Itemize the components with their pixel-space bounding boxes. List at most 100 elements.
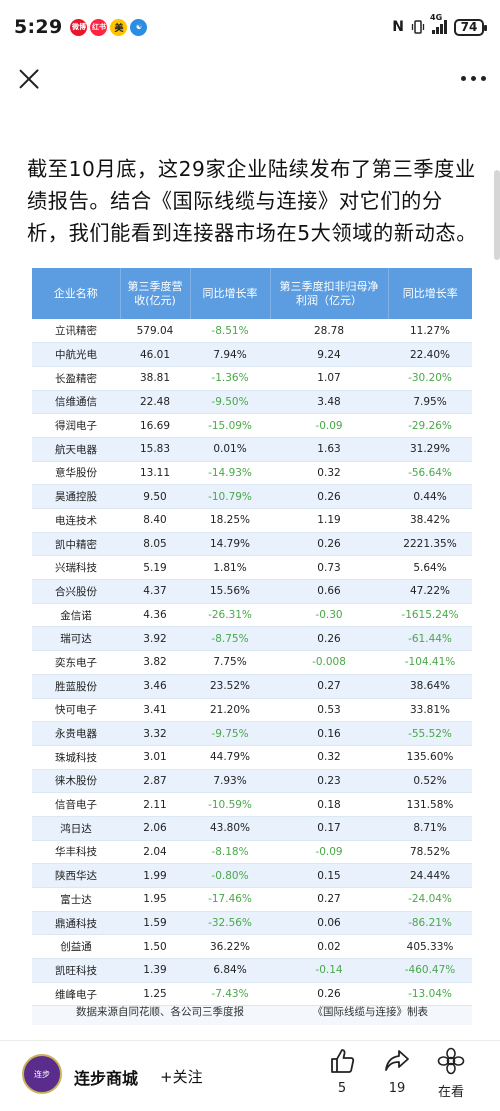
cell-net-profit: -0.09 bbox=[270, 840, 388, 865]
cell-revenue-growth: -10.79% bbox=[190, 484, 270, 509]
cell-revenue-growth: 1.81% bbox=[190, 555, 270, 581]
close-icon[interactable] bbox=[14, 64, 44, 94]
cell-revenue-growth: 7.94% bbox=[190, 342, 270, 367]
signal-icon: 4G bbox=[430, 13, 447, 34]
scroll-indicator[interactable] bbox=[494, 170, 500, 260]
cell-net-profit: 9.24 bbox=[270, 342, 388, 367]
cell-company: 陕西华达 bbox=[32, 863, 120, 888]
cell-net-profit: 0.32 bbox=[270, 745, 388, 770]
follow-button[interactable]: +关注 bbox=[160, 1068, 203, 1086]
cell-revenue-growth: -9.50% bbox=[190, 390, 270, 415]
cell-profit-growth: 33.81% bbox=[388, 698, 472, 723]
table-row: 奕东电子 3.82 7.75% -0.008 -104.41% bbox=[32, 650, 472, 675]
cell-profit-growth: -104.41% bbox=[388, 650, 472, 675]
cell-revenue: 2.87 bbox=[120, 769, 190, 794]
header-revenue-growth: 同比增长率 bbox=[190, 268, 271, 319]
cell-revenue-growth: 15.56% bbox=[190, 579, 270, 604]
vibrate-icon bbox=[411, 20, 425, 34]
author-name[interactable]: 连步商城 bbox=[74, 1069, 139, 1088]
cell-company: 意华股份 bbox=[32, 461, 120, 486]
cell-net-profit: 1.07 bbox=[270, 366, 388, 391]
table-row: 长盈精密 38.81 -1.36% 1.07 -30.20% bbox=[32, 366, 472, 391]
cell-revenue-growth: 44.79% bbox=[190, 745, 270, 770]
battery-level: 74 bbox=[460, 20, 478, 34]
cell-revenue-growth: 14.79% bbox=[190, 532, 270, 557]
cell-net-profit: 0.17 bbox=[270, 816, 388, 841]
cell-profit-growth: 0.44% bbox=[388, 484, 472, 509]
cell-profit-growth: -460.47% bbox=[388, 958, 472, 983]
cell-net-profit: 0.66 bbox=[270, 579, 388, 604]
table-row: 信音电子 2.11 -10.59% 0.18 131.58% bbox=[32, 792, 472, 817]
table-row: 得润电子 16.69 -15.09% -0.09 -29.26% bbox=[32, 413, 472, 438]
cell-revenue-growth: 23.52% bbox=[190, 674, 270, 699]
cell-revenue: 2.06 bbox=[120, 816, 190, 841]
table-row: 合兴股份 4.37 15.56% 0.66 47.22% bbox=[32, 579, 472, 604]
top-nav bbox=[0, 56, 500, 108]
cell-net-profit: 0.27 bbox=[270, 674, 388, 699]
table-row: 凯旺科技 1.39 6.84% -0.14 -460.47% bbox=[32, 958, 472, 983]
cell-revenue: 4.37 bbox=[120, 579, 190, 604]
header-company: 企业名称 bbox=[32, 268, 121, 319]
status-app-icons: 微博 红书 美 ☯ bbox=[70, 18, 148, 36]
cell-company: 永贵电器 bbox=[32, 721, 120, 746]
cell-profit-growth: -13.04% bbox=[388, 982, 472, 1007]
cell-revenue: 8.05 bbox=[120, 532, 190, 557]
cell-net-profit: -0.008 bbox=[270, 650, 388, 675]
table-header-row: 企业名称 第三季度营收(亿元) 同比增长率 第三季度扣非归母净利润（亿元） 同比… bbox=[32, 268, 472, 319]
like-button[interactable]: 5 bbox=[317, 1047, 367, 1096]
table-row: 快可电子 3.41 21.20% 0.53 33.81% bbox=[32, 698, 472, 723]
cell-revenue-growth: -8.51% bbox=[190, 319, 270, 344]
bottom-bar: 连步 连步商城 +关注 5 19 在看 bbox=[0, 1040, 500, 1111]
cell-net-profit: 0.16 bbox=[270, 721, 388, 746]
cell-revenue: 46.01 bbox=[120, 342, 190, 367]
cell-revenue: 22.48 bbox=[120, 390, 190, 415]
table-row: 昊通控股 9.50 -10.79% 0.26 0.44% bbox=[32, 484, 472, 509]
nfc-icon: N bbox=[392, 19, 404, 35]
cell-revenue-growth: 7.93% bbox=[190, 769, 270, 794]
cell-revenue: 3.32 bbox=[120, 721, 190, 746]
cell-company: 金信诺 bbox=[32, 603, 120, 628]
cell-company: 凯中精密 bbox=[32, 532, 120, 557]
cell-revenue: 1.95 bbox=[120, 887, 190, 912]
cell-net-profit: 0.26 bbox=[270, 982, 388, 1007]
watching-button[interactable]: 在看 bbox=[426, 1047, 476, 1100]
share-icon bbox=[385, 1050, 409, 1071]
cell-profit-growth: 405.33% bbox=[388, 934, 472, 960]
cell-net-profit: 0.06 bbox=[270, 911, 388, 936]
more-options-icon[interactable] bbox=[461, 76, 486, 81]
cell-revenue: 2.11 bbox=[120, 792, 190, 817]
cell-net-profit: 0.27 bbox=[270, 887, 388, 912]
cell-profit-growth: 2221.35% bbox=[388, 532, 472, 557]
cell-net-profit: 28.78 bbox=[270, 319, 388, 344]
table-row: 徕木股份 2.87 7.93% 0.23 0.52% bbox=[32, 769, 472, 794]
cell-company: 富士达 bbox=[32, 887, 120, 912]
avatar[interactable]: 连步 bbox=[22, 1054, 62, 1094]
table-row: 胜蓝股份 3.46 23.52% 0.27 38.64% bbox=[32, 674, 472, 699]
cell-company: 快可电子 bbox=[32, 698, 120, 723]
avatar-text: 连步 bbox=[34, 1069, 50, 1079]
cell-revenue-growth: 7.75% bbox=[190, 650, 270, 675]
cell-net-profit: 0.15 bbox=[270, 863, 388, 888]
table-row: 华丰科技 2.04 -8.18% -0.09 78.52% bbox=[32, 840, 472, 865]
cell-revenue: 15.83 bbox=[120, 437, 190, 462]
cell-revenue-growth: -7.43% bbox=[190, 982, 270, 1007]
cell-revenue: 579.04 bbox=[120, 319, 190, 344]
cell-revenue: 3.92 bbox=[120, 626, 190, 652]
cell-revenue-growth: 0.01% bbox=[190, 437, 270, 462]
cell-revenue: 1.39 bbox=[120, 958, 190, 983]
like-count: 5 bbox=[337, 1081, 347, 1096]
cell-revenue: 16.69 bbox=[120, 413, 190, 438]
cell-company: 得润电子 bbox=[32, 413, 120, 438]
cell-company: 立讯精密 bbox=[32, 319, 120, 344]
cell-revenue-growth: -10.59% bbox=[190, 792, 270, 817]
cell-revenue: 38.81 bbox=[120, 366, 190, 391]
flower-icon bbox=[437, 1047, 465, 1075]
share-button[interactable]: 19 bbox=[372, 1047, 422, 1096]
table-row: 维峰电子 1.25 -7.43% 0.26 -13.04% bbox=[32, 982, 472, 1007]
network-type: 4G bbox=[430, 13, 443, 22]
cell-revenue: 1.25 bbox=[120, 982, 190, 1007]
weibo-icon: 微博 bbox=[70, 18, 88, 36]
cell-company: 信音电子 bbox=[32, 792, 120, 817]
cell-revenue-growth: -15.09% bbox=[190, 413, 270, 438]
cell-company: 兴瑞科技 bbox=[32, 555, 120, 581]
